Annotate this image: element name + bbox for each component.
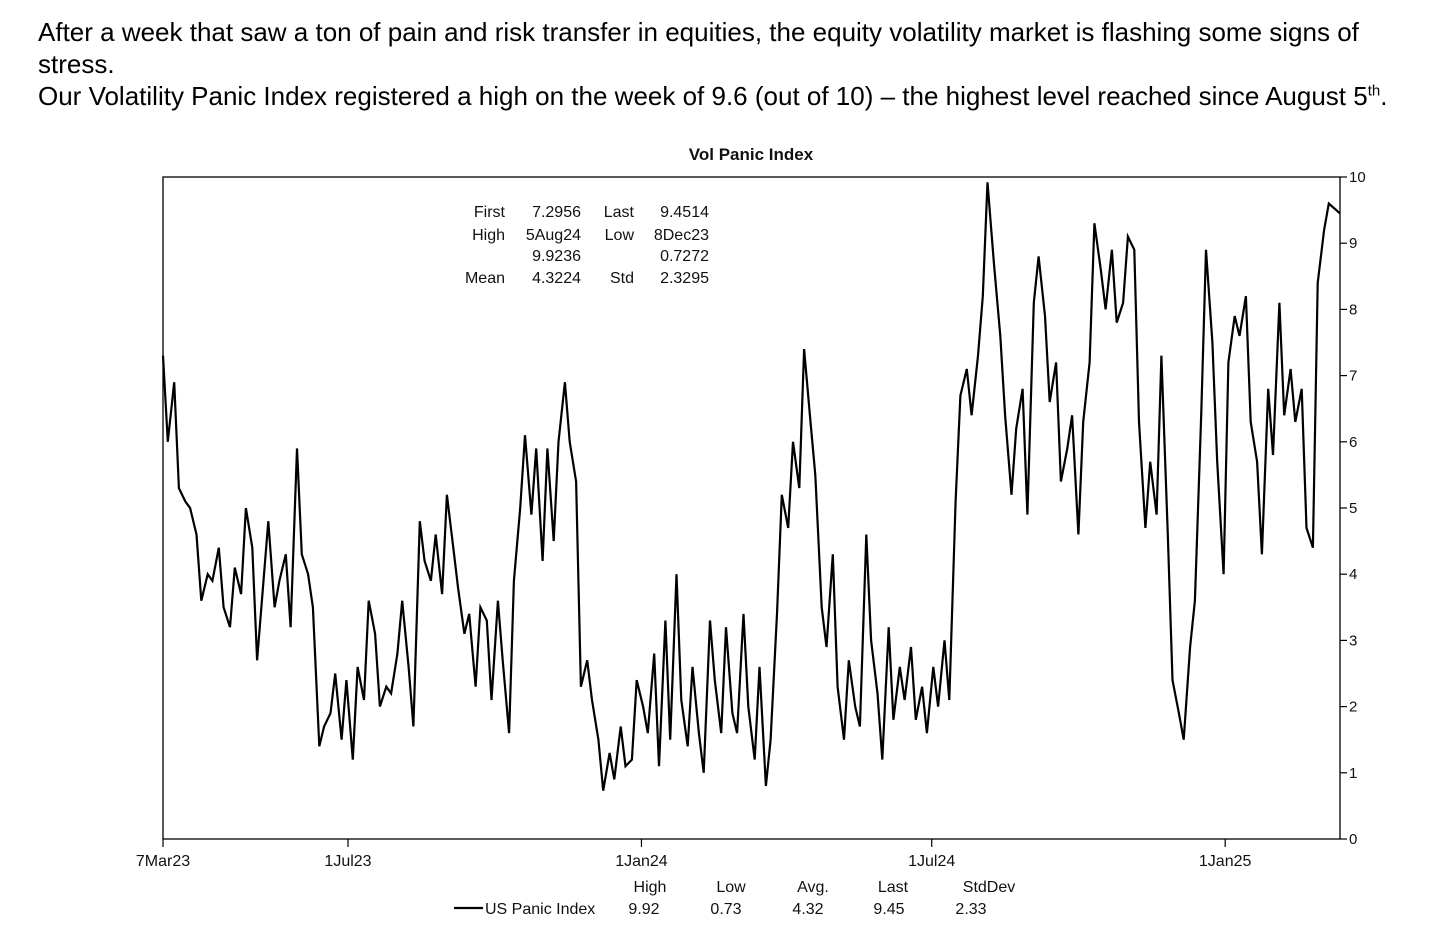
legend-val-last: 9.45	[873, 901, 904, 918]
y-tick-label-2: 2	[1349, 699, 1357, 716]
intro-superscript: th	[1367, 82, 1381, 100]
y-tick-label-5: 5	[1349, 500, 1357, 517]
intro-paragraph-2-text: Our Volatility Panic Index registered a …	[38, 81, 1368, 111]
x-tick-label-7Mar23: 7Mar23	[136, 853, 190, 870]
series-line-us-panic-index	[161, 182, 1341, 791]
stats-last-value: 9.4514	[660, 204, 709, 221]
x-tick-label-1Jan25: 1Jan25	[1199, 853, 1252, 870]
legend-val-avg: 4.32	[792, 901, 823, 918]
intro-paragraph-2: Our Volatility Panic Index registered a …	[38, 80, 1438, 112]
stats-low-value: 0.7272	[660, 248, 709, 265]
stats-low-date: 8Dec23	[654, 227, 709, 244]
stats-high-label: High	[472, 227, 505, 244]
y-tick-label-1: 1	[1349, 765, 1357, 782]
y-axis: 0 1 2 3 4 5 6 7 8 9 10	[1340, 169, 1366, 848]
legend-val-high: 9.92	[628, 901, 659, 918]
series-layer	[161, 182, 1341, 791]
legend-col-last: Last	[878, 879, 909, 896]
y-tick-label-3: 3	[1349, 632, 1357, 649]
stats-last-label: Last	[604, 204, 635, 221]
stats-high-value: 9.9236	[532, 248, 581, 265]
x-tick-label-1Jul23: 1Jul23	[324, 853, 371, 870]
x-tick-label-1Jul24: 1Jul24	[908, 853, 955, 870]
y-tick-label-6: 6	[1349, 434, 1357, 451]
intro-text: After a week that saw a ton of pain and …	[38, 16, 1438, 112]
y-tick-label-8: 8	[1349, 301, 1357, 318]
stats-mean-label: Mean	[465, 270, 505, 287]
stats-box: First 7.2956 Last 9.4514 High 5Aug24 Low…	[465, 204, 709, 287]
stats-std-label: Std	[610, 270, 634, 287]
legend-series-label: US Panic Index	[485, 901, 595, 918]
y-tick-label-10: 10	[1349, 169, 1366, 186]
legend-col-stddev: StdDev	[963, 879, 1015, 896]
chart-title: Vol Panic Index	[689, 145, 814, 164]
y-tick-label-7: 7	[1349, 368, 1357, 385]
intro-paragraph-1: After a week that saw a ton of pain and …	[38, 17, 1359, 79]
legend-col-low: Low	[716, 879, 746, 896]
stats-std-value: 2.3295	[660, 270, 709, 287]
stats-first-value: 7.2956	[532, 204, 581, 221]
legend-val-stddev: 2.33	[955, 901, 986, 918]
x-tick-label-1Jan24: 1Jan24	[615, 853, 668, 870]
y-tick-label-0: 0	[1349, 831, 1357, 848]
legend: US Panic Index High Low Avg. Last StdDev…	[454, 879, 1015, 918]
x-axis: 7Mar23 1Jul23 1Jan24 1Jul24 1Jan25	[136, 839, 1252, 870]
stats-mean-value: 4.3224	[532, 270, 581, 287]
legend-val-low: 0.73	[710, 901, 741, 918]
stats-high-date: 5Aug24	[526, 227, 581, 244]
legend-col-high: High	[634, 879, 667, 896]
stats-low-label: Low	[605, 227, 635, 244]
stats-first-label: First	[474, 204, 506, 221]
legend-col-avg: Avg.	[797, 879, 829, 896]
intro-paragraph-2-end: .	[1380, 81, 1388, 111]
y-tick-label-4: 4	[1349, 566, 1357, 583]
y-tick-label-9: 9	[1349, 235, 1357, 252]
